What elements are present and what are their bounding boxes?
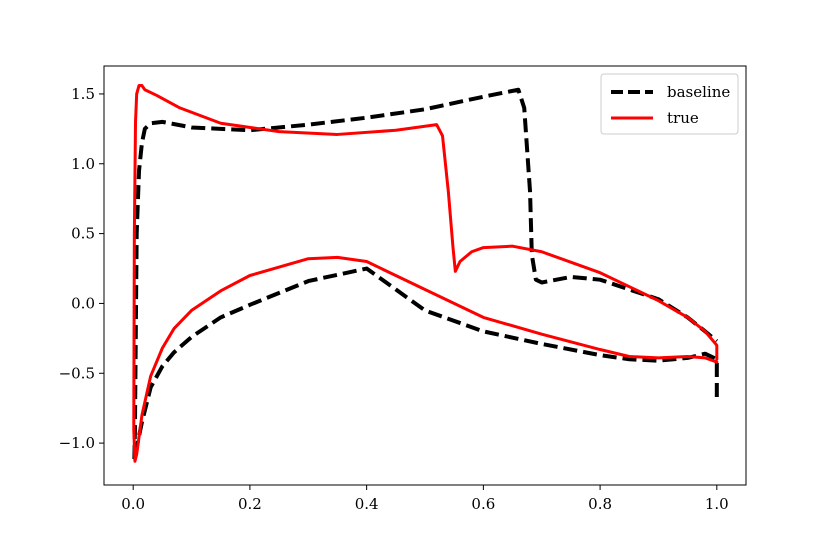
- series-layer: [132, 84, 719, 463]
- legend: baseline true: [600, 73, 739, 135]
- x-axis: 0.0 0.2 0.4 0.6 0.8 1.0: [121, 485, 729, 513]
- y-tick-label: 0.0: [71, 294, 95, 312]
- y-tick-label: 1.5: [71, 85, 95, 103]
- x-tick-label: 0.0: [121, 495, 145, 513]
- x-tick-label: 0.2: [238, 495, 262, 513]
- y-tick-label: 1.0: [71, 155, 95, 173]
- legend-label-baseline: baseline: [667, 83, 730, 101]
- x-tick-label: 0.6: [471, 495, 495, 513]
- y-tick-label: −1.0: [59, 434, 95, 452]
- axes-frame: [103, 65, 747, 486]
- y-tick-label: 0.5: [71, 225, 95, 243]
- series-line-baseline: [132, 87, 719, 462]
- x-tick-label: 0.4: [355, 495, 379, 513]
- x-tick-label: 0.8: [588, 495, 612, 513]
- y-tick-label: −0.5: [59, 364, 95, 382]
- series-line-true: [132, 84, 719, 463]
- legend-label-true: true: [667, 109, 699, 127]
- y-axis: −1.0 −0.5 0.0 0.5 1.0 1.5: [59, 85, 104, 452]
- x-tick-label: 1.0: [705, 495, 729, 513]
